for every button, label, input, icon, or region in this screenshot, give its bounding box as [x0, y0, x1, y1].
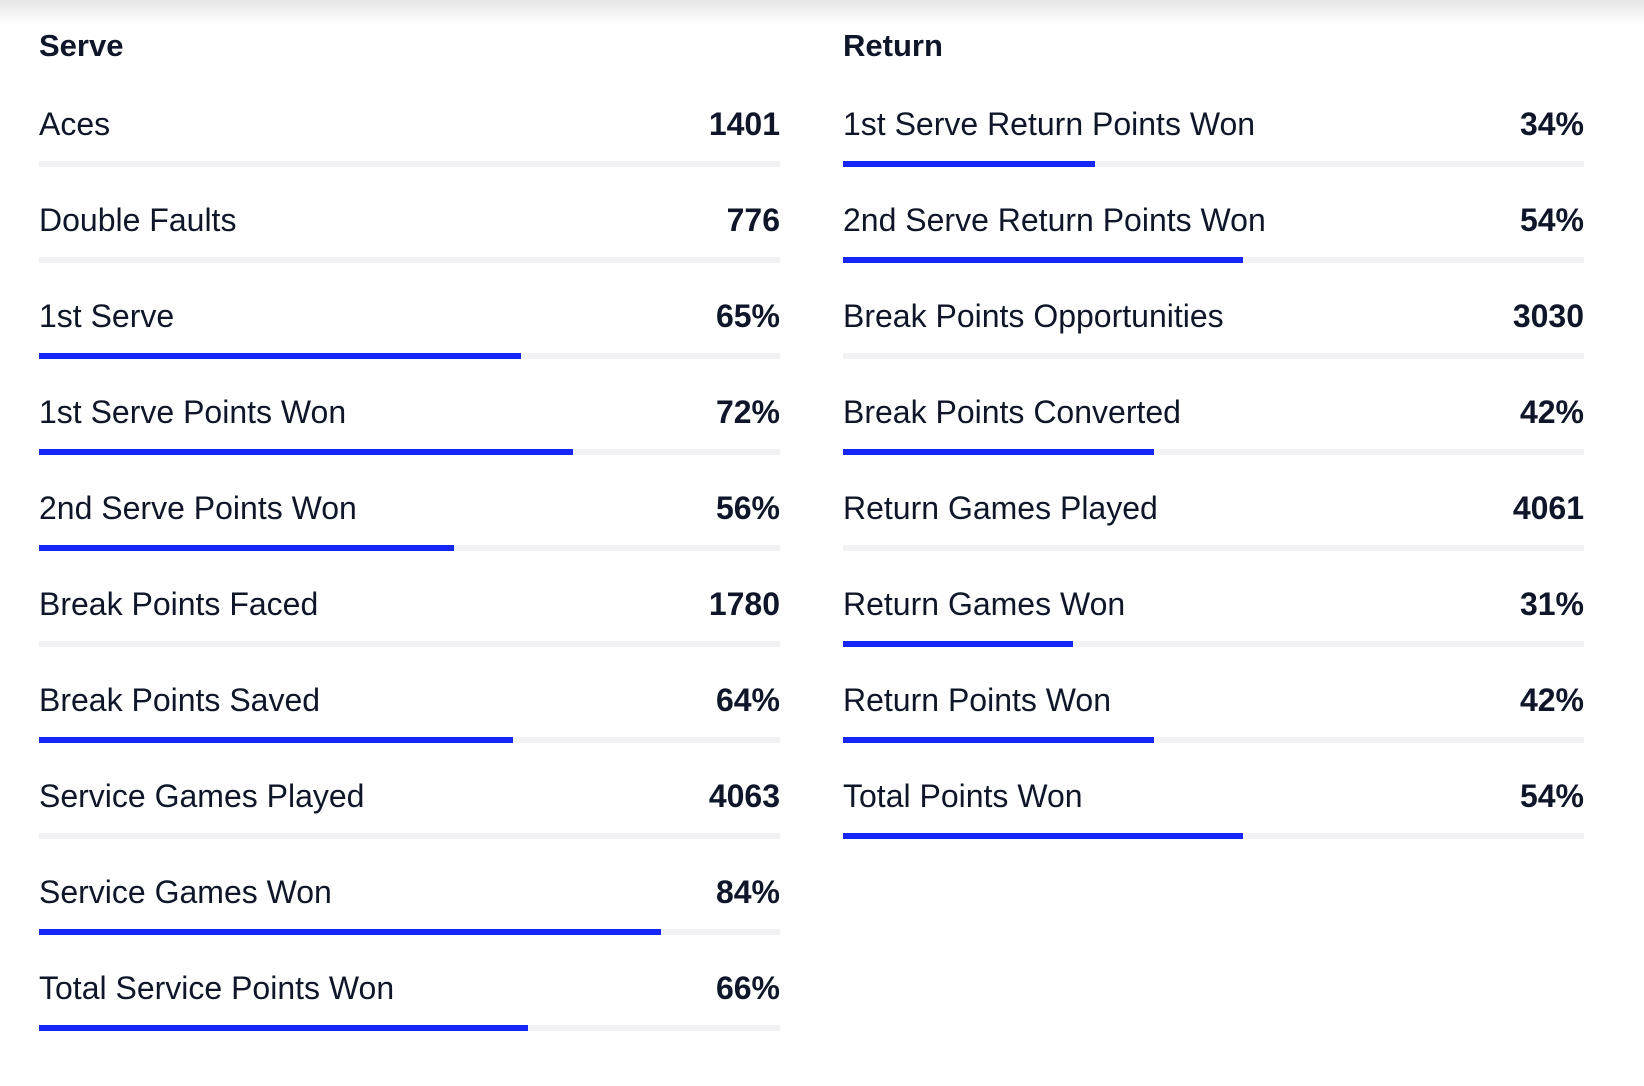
stat-label: 1st Serve Points Won [39, 394, 347, 430]
stat-label: Aces [39, 106, 111, 142]
stat-value: 4061 [1512, 490, 1584, 526]
stat-bar-fill [39, 1025, 529, 1031]
stat-bar-fill [843, 641, 1073, 647]
return-section-title: Return [843, 28, 943, 63]
stat-label: Service Games Won [39, 874, 332, 910]
stat-value: 54% [1519, 778, 1584, 814]
stat-bar-track [39, 449, 780, 455]
stat-bar-track [843, 353, 1584, 359]
stat-value: 1401 [708, 106, 780, 142]
stat-bar-fill [843, 257, 1244, 263]
stat-value: 66% [715, 970, 780, 1006]
serve-stat-row: Break Points Faced 1780 [39, 584, 780, 680]
stat-label: 2nd Serve Return Points Won [843, 202, 1266, 238]
serve-stat-row: Double Faults 776 [39, 200, 780, 296]
top-shadow [0, 0, 1644, 24]
stat-label: 1st Serve Return Points Won [843, 106, 1256, 142]
stat-bar-fill [39, 737, 514, 743]
stat-bar-track [843, 449, 1584, 455]
stat-value: 72% [715, 394, 780, 430]
stat-bar-track [39, 545, 780, 551]
stat-value: 64% [715, 682, 780, 718]
return-stat-row: Return Points Won 42% [843, 680, 1584, 776]
serve-stat-row: Service Games Played 4063 [39, 776, 780, 872]
stat-bar-fill [843, 161, 1095, 167]
stat-bar-track [843, 257, 1584, 263]
stat-label: Break Points Saved [39, 682, 321, 718]
stat-bar-track [39, 353, 780, 359]
stat-bar-fill [39, 929, 662, 935]
serve-stat-row: 2nd Serve Points Won 56% [39, 488, 780, 584]
stat-bar-fill [843, 833, 1244, 839]
stat-value: 42% [1519, 682, 1584, 718]
stat-bar-track [39, 833, 780, 839]
return-stat-row: Break Points Opportunities 3030 [843, 296, 1584, 392]
return-stat-row: Return Games Won 31% [843, 584, 1584, 680]
stat-label: Return Points Won [843, 682, 1111, 718]
stat-label: Total Service Points Won [39, 970, 395, 1006]
serve-stat-row: Aces 1401 [39, 104, 780, 200]
stat-value: 65% [715, 298, 780, 334]
serve-stat-row: 1st Serve 65% [39, 296, 780, 392]
stat-label: Service Games Played [39, 778, 365, 814]
return-stat-row: Break Points Converted 42% [843, 392, 1584, 488]
stat-label: Return Games Played [843, 490, 1158, 526]
stat-bar-track [39, 929, 780, 935]
stat-value: 31% [1519, 586, 1584, 622]
stat-value: 34% [1519, 106, 1584, 142]
stat-value: 42% [1519, 394, 1584, 430]
stat-label: Break Points Opportunities [843, 298, 1224, 334]
stat-label: 2nd Serve Points Won [39, 490, 357, 526]
return-stat-row: 2nd Serve Return Points Won 54% [843, 200, 1584, 296]
stat-label: 1st Serve [39, 298, 175, 334]
stat-value: 54% [1519, 202, 1584, 238]
stat-bar-track [843, 833, 1584, 839]
serve-stat-row: Service Games Won 84% [39, 872, 780, 968]
stat-bar-track [843, 161, 1584, 167]
return-stat-row: Return Games Played 4061 [843, 488, 1584, 584]
serve-stat-row: Break Points Saved 64% [39, 680, 780, 776]
stat-value: 1780 [708, 586, 780, 622]
serve-section-title: Serve [39, 28, 124, 63]
stat-bar-track [843, 641, 1584, 647]
serve-stat-row: 1st Serve Points Won 72% [39, 392, 780, 488]
stat-bar-fill [843, 449, 1155, 455]
stat-bar-track [39, 161, 780, 167]
stat-bar-fill [39, 353, 521, 359]
return-stat-row: Total Points Won 54% [843, 776, 1584, 872]
stat-value: 776 [726, 202, 780, 238]
stat-bar-track [843, 545, 1584, 551]
stat-label: Double Faults [39, 202, 237, 238]
stat-label: Return Games Won [843, 586, 1126, 622]
stat-bar-track [39, 641, 780, 647]
stat-bar-track [843, 737, 1584, 743]
stat-label: Break Points Faced [39, 586, 319, 622]
stat-label: Total Points Won [843, 778, 1083, 814]
stat-label: Break Points Converted [843, 394, 1181, 430]
stat-bar-fill [843, 737, 1155, 743]
serve-stat-row: Total Service Points Won 66% [39, 968, 780, 1064]
stat-value: 84% [715, 874, 780, 910]
stat-bar-track [39, 1025, 780, 1031]
return-stat-row: 1st Serve Return Points Won 34% [843, 104, 1584, 200]
stat-bar-track [39, 257, 780, 263]
stat-bar-fill [39, 545, 454, 551]
stat-value: 4063 [708, 778, 780, 814]
stat-value: 56% [715, 490, 780, 526]
stat-value: 3030 [1512, 298, 1584, 334]
stat-bar-track [39, 737, 780, 743]
stat-bar-fill [39, 449, 573, 455]
